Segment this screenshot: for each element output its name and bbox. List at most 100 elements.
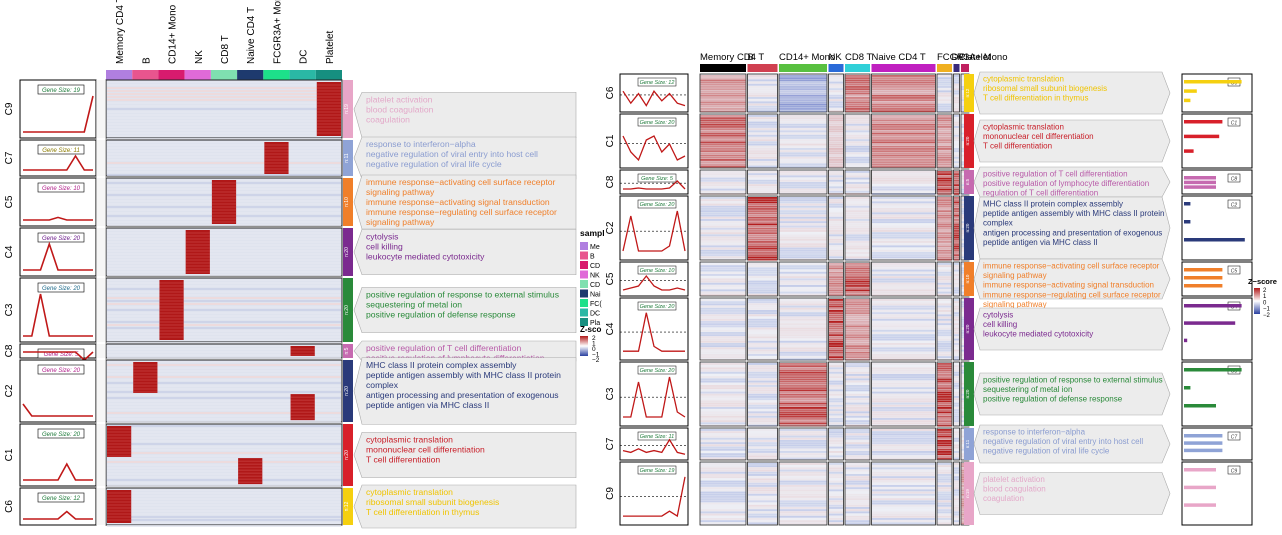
connector-left-C1: [96, 424, 106, 486]
r-profile-line-C3: [623, 376, 686, 418]
r-row: [748, 276, 777, 279]
r-row: [829, 208, 843, 210]
r-cluster-n-C6: n:12: [965, 88, 970, 97]
r-zscore-tick-1: 1: [1263, 294, 1267, 300]
r-row: [779, 265, 827, 268]
r-row: [829, 369, 843, 372]
r-row: [779, 97, 827, 99]
r-row: [937, 141, 952, 144]
r-row: [954, 310, 959, 312]
r-go-term-C7-2: negative regulation of viral life cycle: [983, 447, 1110, 456]
r-row: [954, 504, 959, 507]
r-row: [779, 137, 827, 139]
r-row: [845, 389, 870, 392]
cluster-n-C3: n:20: [344, 305, 350, 315]
r-row: [954, 440, 959, 442]
r-row: [954, 307, 959, 310]
heatmap-row: [107, 84, 341, 86]
r-row: [937, 201, 952, 204]
r-row: [779, 161, 827, 164]
go-term-C5-1: signaling pathway: [366, 187, 435, 197]
r-row: [872, 385, 935, 387]
r-row: [700, 92, 746, 95]
r-row: [829, 492, 843, 494]
r-row: [748, 81, 777, 84]
r-row: [700, 115, 746, 117]
r-row: [700, 453, 746, 456]
r-row: [937, 121, 952, 124]
r-row: [845, 358, 870, 361]
r-gene-size-box-C5: [637, 265, 677, 275]
r-row: [779, 258, 827, 261]
r-row: [954, 193, 959, 195]
r-row: [872, 312, 935, 315]
r-row: [954, 141, 959, 143]
r-profile-line-C7: [622, 438, 686, 455]
r-row: [780, 465, 827, 467]
r-bar-tag-label-C5: C5: [1231, 269, 1238, 275]
heatmap-row: [107, 235, 341, 237]
r-row: [845, 232, 870, 235]
heatmap-row: [107, 348, 341, 350]
r-row: [779, 77, 827, 80]
r-row: [954, 280, 959, 283]
heatmap-row: [107, 114, 341, 116]
r-row: [845, 86, 870, 88]
heatmap-row: [107, 443, 341, 445]
r-row: [872, 301, 935, 304]
r-row: [700, 474, 746, 476]
heatmap-row: [107, 120, 341, 122]
cluster-label-C6: C6: [4, 500, 15, 513]
r-row: [701, 374, 746, 376]
r-row: [954, 219, 959, 221]
r-row: [845, 465, 870, 468]
r-row: [937, 203, 952, 206]
r-row: [700, 431, 746, 434]
r-row: [845, 299, 870, 301]
r-bar-tag-C9: [1227, 465, 1241, 475]
r-row: [937, 340, 952, 343]
r-row: [829, 141, 843, 144]
r-row: [954, 227, 959, 230]
r-row: [748, 332, 777, 334]
r-row: [937, 391, 952, 394]
r-row: [748, 310, 777, 312]
r-row: [748, 317, 777, 319]
r-row: [872, 252, 935, 254]
r-row: [872, 77, 935, 80]
heatmap-row: [107, 238, 341, 240]
r-row: [748, 234, 777, 237]
r-row: [829, 252, 843, 254]
r-column-color-7: [953, 64, 960, 72]
r-profile-line-C9: [623, 476, 686, 518]
r-term-callout-C6: [973, 71, 1171, 115]
r-row: [701, 365, 746, 367]
column-color-5: [237, 70, 264, 81]
r-row: [829, 128, 843, 131]
r-row: [748, 115, 777, 117]
r-row: [700, 487, 746, 490]
r-row: [748, 117, 777, 120]
r-row: [748, 404, 777, 407]
r-row: [829, 382, 843, 385]
r-block-C5-1: [747, 261, 778, 297]
r-row: [779, 148, 827, 150]
r-bar-C4-2: [1184, 338, 1188, 343]
r-row: [779, 193, 827, 195]
r-row: [872, 396, 935, 398]
r-row: [872, 407, 935, 409]
term-callout-C4: [353, 228, 577, 276]
r-row: [748, 223, 777, 226]
r-row: [872, 455, 935, 458]
r-row: [937, 504, 952, 507]
r-row: [780, 339, 827, 341]
r-row: [872, 329, 935, 332]
r-row: [779, 99, 827, 102]
r-row: [779, 314, 827, 317]
r-row: [779, 216, 827, 219]
r-row: [829, 380, 843, 383]
r-row: [845, 453, 870, 456]
r-row: [748, 165, 777, 168]
r-bar-tag-label-C2: C2: [1231, 203, 1238, 209]
r-block-C5-0: [699, 261, 747, 297]
